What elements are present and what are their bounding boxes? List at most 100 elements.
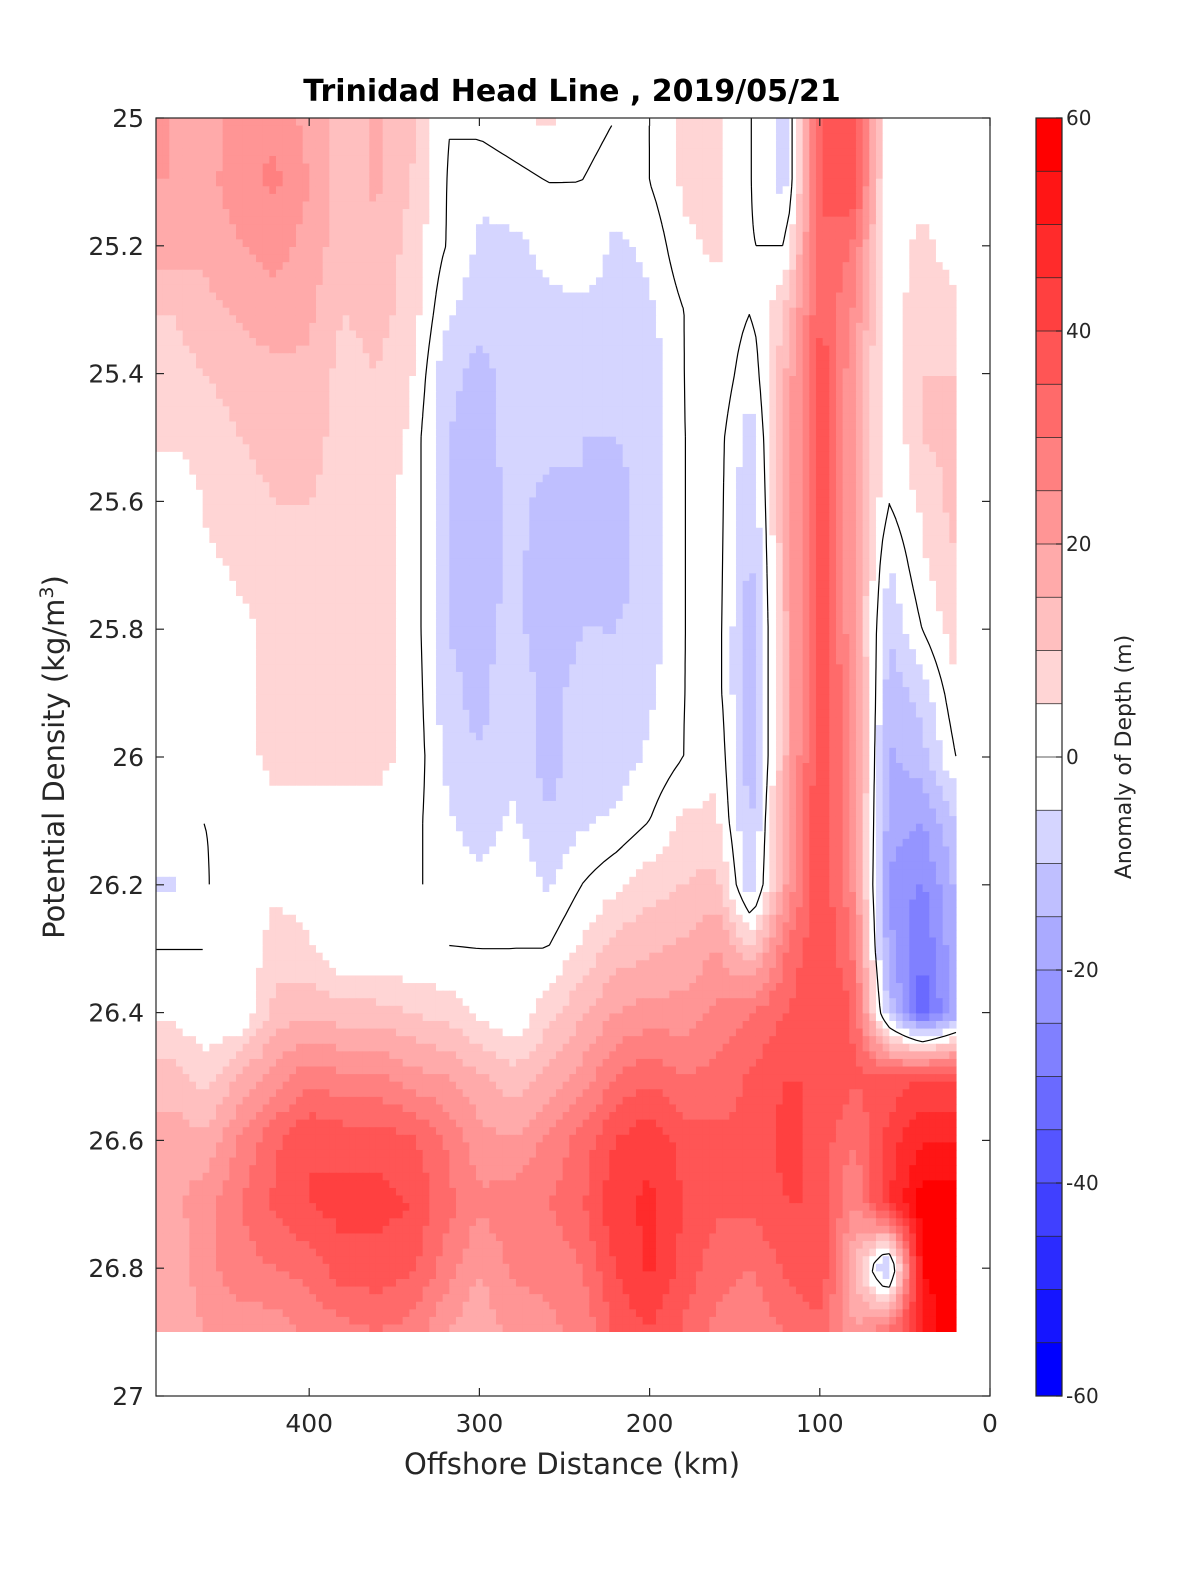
field-cell: [409, 224, 417, 233]
field-cell: [209, 254, 217, 263]
field-cell: [395, 254, 404, 263]
field-cell: [236, 284, 244, 294]
field-cell: [889, 171, 897, 180]
field-cell: [216, 186, 224, 195]
field-cell: [489, 201, 497, 210]
field-cell: [522, 201, 530, 210]
field-cell: [909, 247, 917, 256]
field-cell: [775, 292, 784, 301]
field-cell: [662, 413, 670, 423]
field-cell: [869, 209, 877, 218]
field-cell: [502, 133, 510, 142]
field-cell: [722, 292, 730, 301]
field-cell: [515, 140, 524, 149]
field-cell: [329, 231, 337, 241]
field-cell: [675, 254, 684, 263]
field-cell: [915, 163, 924, 172]
field-cell: [455, 247, 464, 256]
field-cell: [269, 421, 277, 430]
field-cell: [362, 155, 370, 165]
field-cell: [569, 140, 577, 149]
field-cell: [842, 300, 850, 309]
field-cell: [649, 247, 657, 256]
field-cell: [442, 376, 450, 385]
field-cell: [722, 398, 730, 407]
field-cell: [535, 345, 544, 354]
field-cell: [455, 125, 464, 134]
field-cell: [569, 133, 577, 142]
field-cell: [335, 262, 344, 271]
field-cell: [575, 368, 584, 377]
field-cell: [382, 133, 390, 142]
field-cell: [329, 171, 337, 180]
field-cell: [649, 398, 657, 407]
field-cell: [216, 429, 224, 438]
field-cell: [615, 383, 624, 392]
field-cell: [602, 383, 610, 392]
field-cell: [662, 216, 670, 225]
field-cell: [655, 140, 664, 149]
field-cell: [322, 178, 330, 187]
field-cell: [609, 421, 617, 430]
field-cell: [602, 353, 610, 362]
field-cell: [855, 300, 864, 309]
field-cell: [809, 148, 817, 157]
field-cell: [875, 345, 884, 354]
field-cell: [315, 148, 324, 157]
field-cell: [449, 269, 457, 278]
field-cell: [435, 193, 444, 203]
field-cell: [715, 330, 724, 339]
field-cell: [749, 133, 757, 142]
field-cell: [275, 254, 284, 263]
field-cell: [362, 247, 370, 256]
field-cell: [475, 338, 484, 347]
field-cell: [176, 284, 184, 294]
field-cell: [849, 277, 857, 286]
field-cell: [329, 413, 337, 423]
field-cell: [742, 338, 750, 347]
field-cell: [875, 193, 884, 203]
field-cell: [822, 376, 830, 385]
field-cell: [902, 155, 910, 165]
field-cell: [629, 140, 637, 149]
field-cell: [289, 163, 297, 172]
field-cell: [789, 315, 797, 324]
field-cell: [269, 140, 277, 149]
field-cell: [702, 315, 710, 324]
field-cell: [295, 239, 304, 248]
field-cell: [795, 421, 804, 430]
field-cell: [562, 338, 570, 347]
field-cell: [595, 360, 604, 370]
field-cell: [682, 239, 690, 248]
field-cell: [855, 345, 864, 354]
field-cell: [189, 383, 197, 392]
field-cell: [729, 231, 737, 241]
field-cell: [369, 376, 377, 385]
field-cell: [429, 231, 437, 241]
field-cell: [262, 224, 270, 233]
field-cell: [809, 209, 817, 218]
field-cell: [382, 224, 390, 233]
field-cell: [216, 262, 224, 271]
field-cell: [902, 133, 910, 142]
field-cell: [735, 406, 744, 415]
field-cell: [302, 345, 310, 354]
field-cell: [762, 330, 770, 339]
field-cell: [715, 292, 724, 301]
field-cell: [622, 125, 630, 134]
field-cell: [849, 178, 857, 187]
field-cell: [409, 338, 417, 347]
field-cell: [422, 118, 430, 127]
field-cell: [922, 353, 930, 362]
field-cell: [369, 292, 377, 301]
field-cell: [329, 398, 337, 407]
field-cell: [495, 118, 504, 127]
field-cell: [615, 353, 624, 362]
field-cell: [309, 148, 317, 157]
field-cell: [222, 284, 230, 294]
field-cell: [902, 360, 910, 370]
field-cell: [529, 383, 537, 392]
field-cell: [795, 125, 804, 134]
field-cell: [762, 284, 770, 294]
field-cell: [889, 383, 897, 392]
